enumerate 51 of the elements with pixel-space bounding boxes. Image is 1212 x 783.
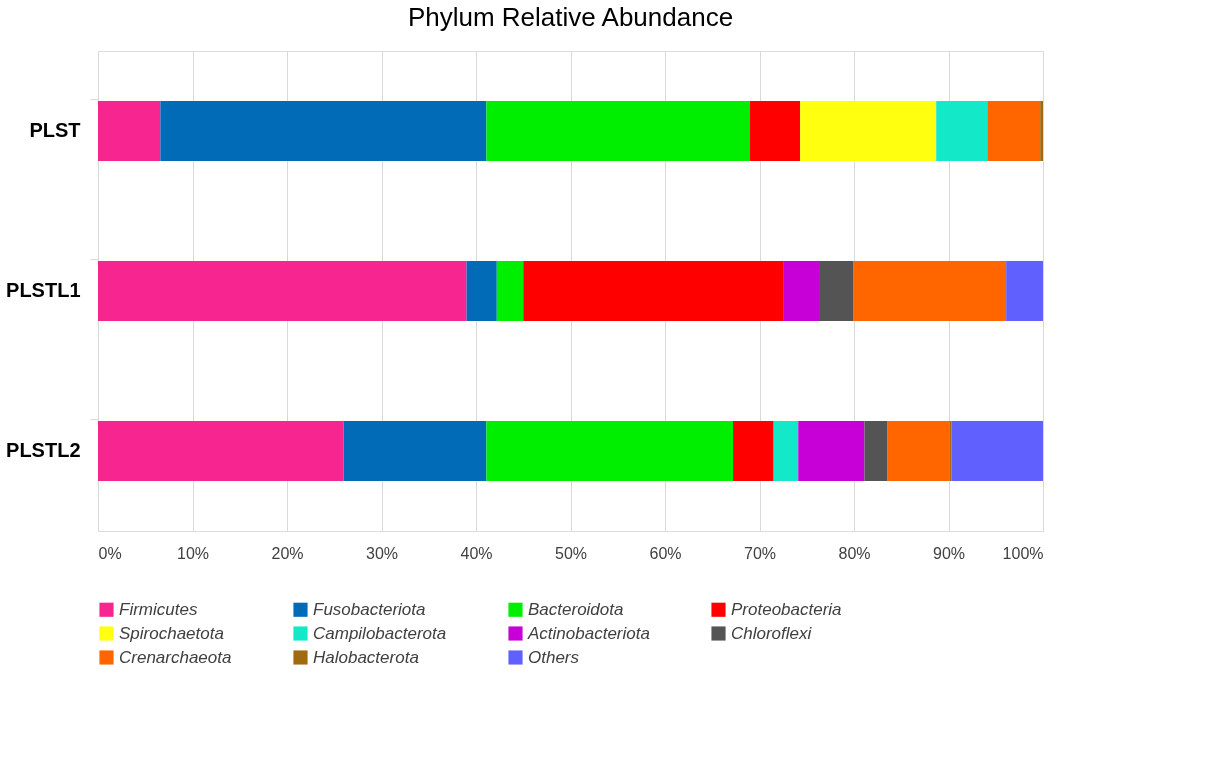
x-tick-label: 20% [271, 544, 304, 562]
legend-label: Campilobacterota [313, 623, 447, 643]
bar [864, 421, 888, 481]
x-tick-label: 90% [932, 544, 966, 562]
bar [486, 101, 751, 161]
legend-label: Halobacterota [313, 647, 419, 667]
bar [800, 101, 937, 161]
bar [733, 421, 774, 481]
x-tick-label: 10% [176, 544, 210, 562]
bar [853, 261, 1007, 321]
x-tick-label: 80% [838, 544, 871, 562]
x-tick-label: 40% [460, 544, 493, 562]
y-tick-label: PLSTL2 [6, 439, 81, 461]
legend-label: Others [528, 647, 580, 667]
bar [98, 101, 161, 161]
bar [798, 421, 865, 481]
y-tick-label: PLSTL1 [6, 279, 81, 301]
x-tick-label: 30% [365, 544, 399, 562]
bar [98, 261, 467, 321]
legend-label: Fusobacteriota [313, 599, 426, 619]
bar [98, 421, 344, 481]
bar [951, 421, 1043, 481]
y-tick-label: PLST [29, 119, 81, 141]
bar [1040, 101, 1043, 161]
bar [1006, 261, 1043, 321]
bar [887, 421, 950, 481]
x-tick-label: 50% [554, 544, 588, 562]
bar [486, 421, 734, 481]
x-tick-label: 70% [743, 544, 777, 562]
legend-label: Spirochaetota [119, 623, 224, 643]
x-tick-label: 100% [1002, 544, 1044, 562]
legend-label: Bacteroidota [528, 599, 624, 619]
legend-label: Actinobacteriota [527, 623, 650, 643]
bar [466, 261, 497, 321]
bar [160, 101, 487, 161]
bar [496, 261, 524, 321]
bar [773, 421, 799, 481]
bar [523, 261, 784, 321]
bar [750, 101, 801, 161]
bar [936, 101, 988, 161]
legend-label: Proteobacteria [731, 599, 842, 619]
x-tick-label: 0% [98, 544, 122, 562]
bar [987, 101, 1041, 161]
legend-label: Chloroflexi [731, 623, 813, 643]
x-tick-label: 60% [649, 544, 682, 562]
bar [343, 421, 487, 481]
bar [819, 261, 854, 321]
legend-label: Crenarchaeota [119, 647, 232, 667]
bar [783, 261, 820, 321]
chart-title: Phylum Relative Abundance [407, 2, 734, 32]
legend-label: Firmicutes [119, 599, 198, 619]
